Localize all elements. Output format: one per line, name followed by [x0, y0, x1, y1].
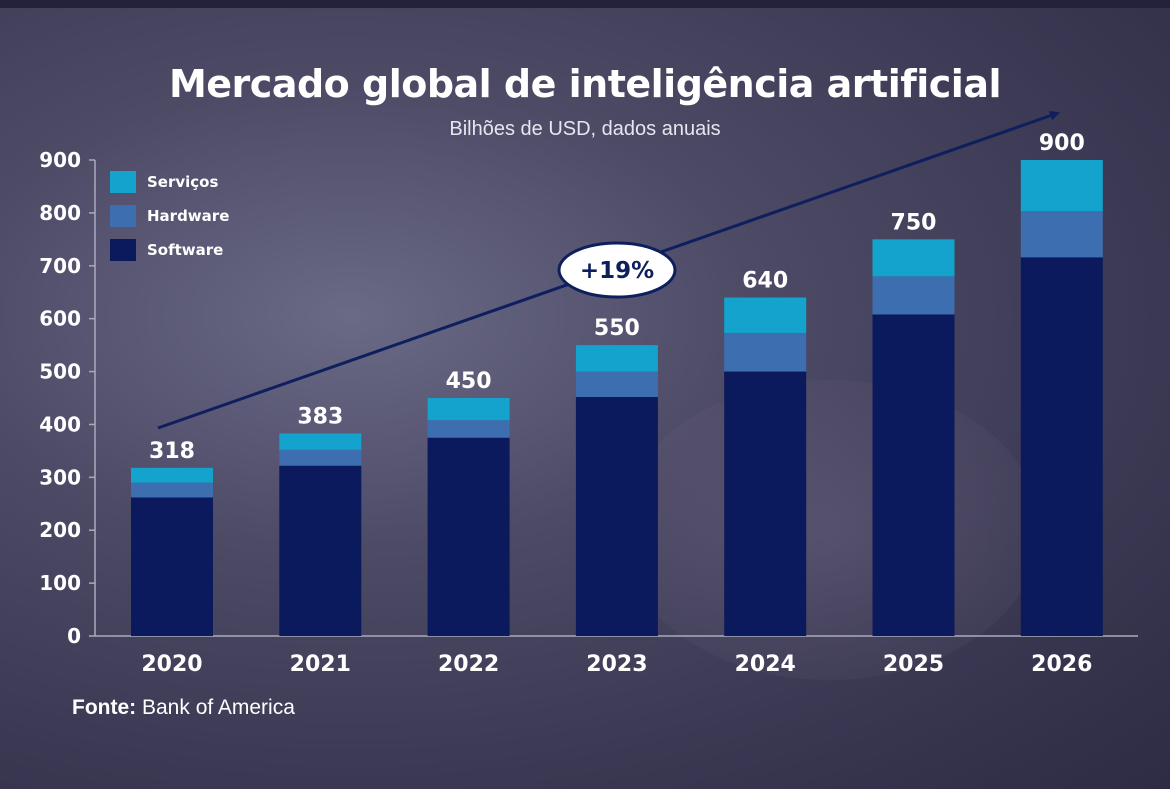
x-tick-label: 2021 [290, 652, 351, 677]
bar-total-label: 318 [149, 439, 195, 464]
bar-total-label: 550 [594, 316, 640, 341]
legend-item-hardware: Hardware [110, 199, 229, 233]
bar-segment-services [279, 433, 362, 450]
bar-segment-hardware [575, 371, 658, 397]
legend-swatch-software [110, 239, 136, 261]
bar-segment-software [724, 371, 807, 636]
y-tick-label: 700 [39, 254, 81, 278]
bar-segment-hardware [279, 449, 362, 466]
bar-total-label: 750 [891, 210, 937, 235]
bar-segment-software [427, 437, 510, 636]
bar-segment-hardware [1020, 211, 1103, 258]
x-tick-label: 2024 [735, 652, 796, 677]
legend-label-hardware: Hardware [147, 207, 230, 225]
bar-segment-software [872, 314, 955, 636]
bar-segment-hardware [872, 276, 955, 315]
chart-subtitle: Bilhões de USD, dados anuais [449, 118, 721, 140]
x-tick-label: 2025 [883, 652, 944, 677]
bar-segment-software [575, 396, 658, 636]
x-tick-label: 2022 [438, 652, 499, 677]
bar-total-label: 900 [1039, 131, 1085, 156]
y-tick-label: 900 [39, 148, 81, 172]
y-tick-label: 0 [67, 624, 81, 648]
bar-total-label: 450 [446, 369, 492, 394]
growth-badge [557, 241, 677, 299]
y-tick-label: 500 [39, 360, 81, 384]
growth-badge-label: +19% [580, 258, 654, 284]
legend-item-services: Serviços [110, 165, 229, 199]
bar-segment-services [1020, 160, 1103, 212]
y-tick-label: 400 [39, 412, 81, 436]
legend: Serviços Hardware Software [110, 165, 229, 267]
bar-segment-hardware [427, 420, 510, 438]
bar-total-label: 383 [297, 404, 343, 429]
legend-label-software: Software [147, 241, 224, 259]
bar-segment-services [872, 239, 955, 277]
source-label: Fonte: [72, 696, 137, 719]
y-tick-label: 200 [39, 518, 81, 542]
y-tick-label: 600 [39, 307, 81, 331]
source-note: Fonte: Bank of America [72, 696, 295, 720]
legend-label-services: Serviços [147, 173, 219, 191]
legend-swatch-services [110, 171, 136, 193]
x-tick-label: 2020 [141, 652, 202, 677]
bar-segment-services [724, 297, 807, 333]
bar-segment-software [1020, 257, 1103, 636]
bar-segment-hardware [131, 482, 213, 498]
chart-title: Mercado global de inteligência artificia… [168, 62, 1002, 106]
x-tick-label: 2023 [586, 652, 647, 677]
y-tick-label: 100 [39, 571, 81, 595]
bar-segment-services [575, 345, 658, 372]
y-tick-label: 800 [39, 201, 81, 225]
bar-total-label: 640 [742, 269, 788, 294]
bar-segment-software [279, 465, 362, 636]
legend-swatch-hardware [110, 205, 136, 227]
y-tick-label: 300 [39, 465, 81, 489]
top-dark-band [0, 0, 1170, 8]
bar-segment-services [131, 467, 213, 483]
bar-segment-services [427, 398, 510, 421]
legend-item-software: Software [110, 233, 229, 267]
x-tick-label: 2026 [1031, 652, 1092, 677]
background-glow [620, 380, 1040, 680]
source-text: Bank of America [136, 696, 295, 719]
bar-segment-software [131, 497, 213, 636]
bar-segment-hardware [724, 332, 807, 372]
